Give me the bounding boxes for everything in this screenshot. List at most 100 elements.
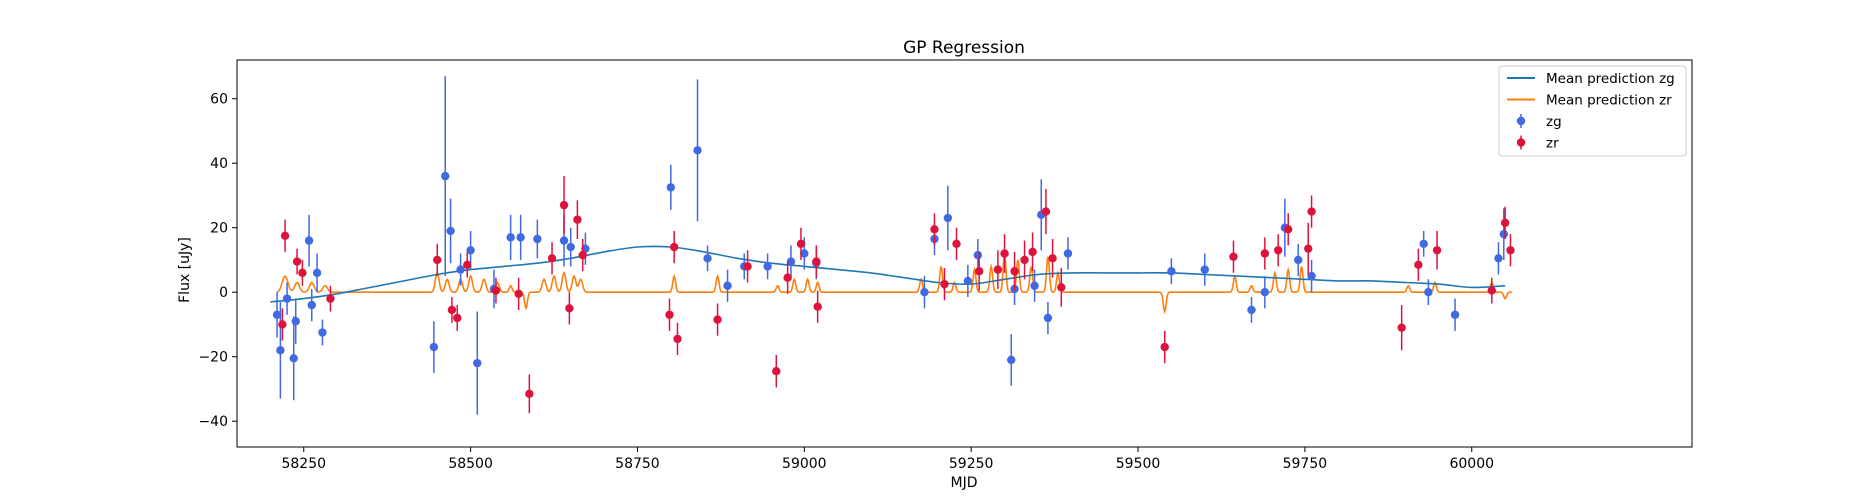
- zr-data-point: [448, 306, 456, 314]
- y-tick-label: 20: [210, 221, 228, 237]
- zg-data-point: [276, 346, 284, 354]
- zg-data-point: [723, 282, 731, 290]
- legend-label: Mean prediction zg: [1546, 71, 1675, 87]
- zg-data-point: [1044, 314, 1052, 322]
- legend: Mean prediction zg Mean prediction zr zg zr: [1499, 66, 1686, 156]
- legend-label: Mean prediction zr: [1546, 93, 1672, 109]
- zr-data-point: [579, 251, 587, 259]
- zr-data-point: [783, 273, 791, 281]
- zg-data-point: [1247, 306, 1255, 314]
- zr-data-point: [463, 261, 471, 269]
- zr-data-point: [1042, 207, 1050, 215]
- zg-data-point: [1261, 288, 1269, 296]
- zr-data-point: [492, 286, 500, 294]
- zr-data-point: [797, 240, 805, 248]
- zg-data-point: [1007, 356, 1015, 364]
- zr-data-point: [1506, 246, 1514, 254]
- legend-marker-swatch: [1517, 117, 1525, 125]
- zg-data-point: [693, 146, 701, 154]
- zg-data-point: [292, 317, 300, 325]
- zg-data-point: [944, 214, 952, 222]
- zg-data-point: [763, 262, 771, 270]
- x-tick-label: 59000: [782, 456, 827, 472]
- zr-data-point: [298, 269, 306, 277]
- y-tick-label: 60: [210, 92, 228, 108]
- zg-data-point: [1419, 240, 1427, 248]
- x-tick-label: 60000: [1449, 456, 1494, 472]
- zg-data-point: [473, 359, 481, 367]
- zr-data-point: [565, 304, 573, 312]
- zr-data-point: [1020, 256, 1028, 264]
- y-axis-label: Flux [uJy]: [177, 237, 193, 303]
- zr-data-point: [673, 335, 681, 343]
- zg-data-point: [920, 288, 928, 296]
- zr-data-point: [812, 257, 820, 265]
- y-tick-label: 0: [219, 285, 228, 301]
- zg-data-point: [567, 243, 575, 251]
- zg-data-point: [974, 251, 982, 259]
- x-tick-label: 59500: [1116, 456, 1161, 472]
- zg-data-point: [667, 183, 675, 191]
- zg-data-point: [1064, 249, 1072, 257]
- zg-data-point: [1451, 311, 1459, 319]
- zr-data-point: [560, 201, 568, 209]
- zr-data-point: [1501, 219, 1509, 227]
- y-tick-label: −40: [198, 414, 228, 430]
- y-tick-label: −20: [198, 350, 228, 366]
- zr-data-point: [1161, 343, 1169, 351]
- zr-data-point: [1307, 207, 1315, 215]
- zr-data-point: [952, 240, 960, 248]
- x-tick-label: 58500: [448, 456, 493, 472]
- zr-data-point: [514, 290, 522, 298]
- zr-data-point: [278, 320, 286, 328]
- zr-data-point: [1304, 244, 1312, 252]
- zr-data-point: [1274, 246, 1282, 254]
- y-tick-label: 40: [210, 156, 228, 172]
- zr-data-point: [525, 390, 533, 398]
- zg-data-point: [506, 233, 514, 241]
- zr-data-point: [1010, 267, 1018, 275]
- zr-data-point: [940, 280, 948, 288]
- x-tick-label: 59250: [949, 456, 994, 472]
- legend-label: zg: [1546, 114, 1562, 130]
- zg-data-point: [1424, 288, 1432, 296]
- zr-data-point: [665, 311, 673, 319]
- zg-data-point: [430, 343, 438, 351]
- zg-data-point: [1494, 254, 1502, 262]
- zr-data-point: [813, 303, 821, 311]
- zr-data-point: [1414, 261, 1422, 269]
- zg-data-point: [1030, 282, 1038, 290]
- legend-label: zr: [1546, 136, 1559, 152]
- zg-data-point: [308, 301, 316, 309]
- zr-data-point: [743, 262, 751, 270]
- zg-data-point: [964, 277, 972, 285]
- zr-data-point: [293, 257, 301, 265]
- zg-data-point: [441, 172, 449, 180]
- zg-data-point: [290, 354, 298, 362]
- zr-data-point: [1000, 249, 1008, 257]
- zr-data-point: [1284, 225, 1292, 233]
- x-tick-label: 59750: [1283, 456, 1328, 472]
- zr-data-point: [453, 314, 461, 322]
- zg-data-point: [1201, 265, 1209, 273]
- zg-data-point: [533, 235, 541, 243]
- zg-data-point: [318, 328, 326, 336]
- zr-data-point: [1397, 323, 1405, 331]
- zg-data-point: [313, 269, 321, 277]
- zr-data-point: [548, 254, 556, 262]
- zg-data-point: [1500, 230, 1508, 238]
- legend-marker-swatch: [1517, 138, 1525, 146]
- zr-data-point: [994, 265, 1002, 273]
- x-tick-label: 58750: [615, 456, 660, 472]
- zr-data-point: [1048, 254, 1056, 262]
- zr-data-point: [326, 294, 334, 302]
- zr-data-point: [772, 367, 780, 375]
- zg-data-point: [305, 236, 313, 244]
- zg-data-point: [1167, 267, 1175, 275]
- zr-data-point: [670, 243, 678, 251]
- zr-data-point: [433, 256, 441, 264]
- zr-data-point: [930, 225, 938, 233]
- zg-data-point: [703, 254, 711, 262]
- zr-data-point: [1028, 248, 1036, 256]
- zg-data-point: [283, 294, 291, 302]
